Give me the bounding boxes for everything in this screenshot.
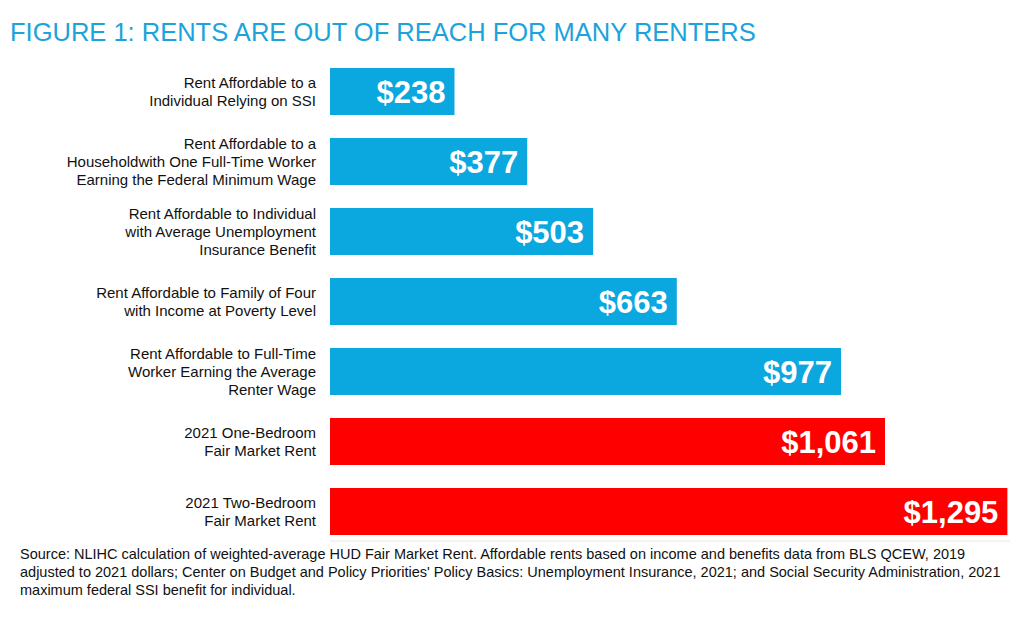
bar	[330, 278, 677, 325]
bar	[330, 208, 593, 255]
data-label: $377	[449, 145, 518, 180]
data-label: $238	[377, 75, 446, 110]
category-label: Rent Affordable to Family of Four with I…	[16, 284, 316, 320]
chart-root: FIGURE 1: RENTS ARE OUT OF REACH FOR MAN…	[0, 0, 1024, 622]
bars	[330, 68, 1007, 535]
category-label: Rent Affordable to Individual with Avera…	[16, 205, 316, 259]
category-label: Rent Affordable to a Individual Relying …	[16, 74, 316, 110]
source-note: Source: NLIHC calculation of weighted-av…	[20, 545, 1015, 599]
data-label: $1,061	[781, 425, 876, 460]
bar	[330, 138, 527, 185]
category-label: Rent Affordable to Full-Time Worker Earn…	[16, 345, 316, 399]
bar	[330, 488, 1007, 535]
category-label: Rent Affordable to a Householdwith One F…	[16, 135, 316, 189]
data-label: $663	[599, 285, 668, 320]
bar	[330, 68, 454, 115]
data-label: $1,295	[904, 495, 999, 530]
bar	[330, 348, 841, 395]
category-label: 2021 Two-Bedroom Fair Market Rent	[16, 494, 316, 530]
title: FIGURE 1: RENTS ARE OUT OF REACH FOR MAN…	[10, 18, 756, 47]
data-labels: $238$377 $503 $663 $977 $1,061 $1,295	[377, 75, 999, 530]
data-label: $977	[763, 355, 832, 390]
x-axis-line	[330, 541, 1010, 542]
category-label: 2021 One-Bedroom Fair Market Rent	[16, 424, 316, 460]
bar	[330, 418, 885, 465]
data-label: $503	[515, 215, 584, 250]
